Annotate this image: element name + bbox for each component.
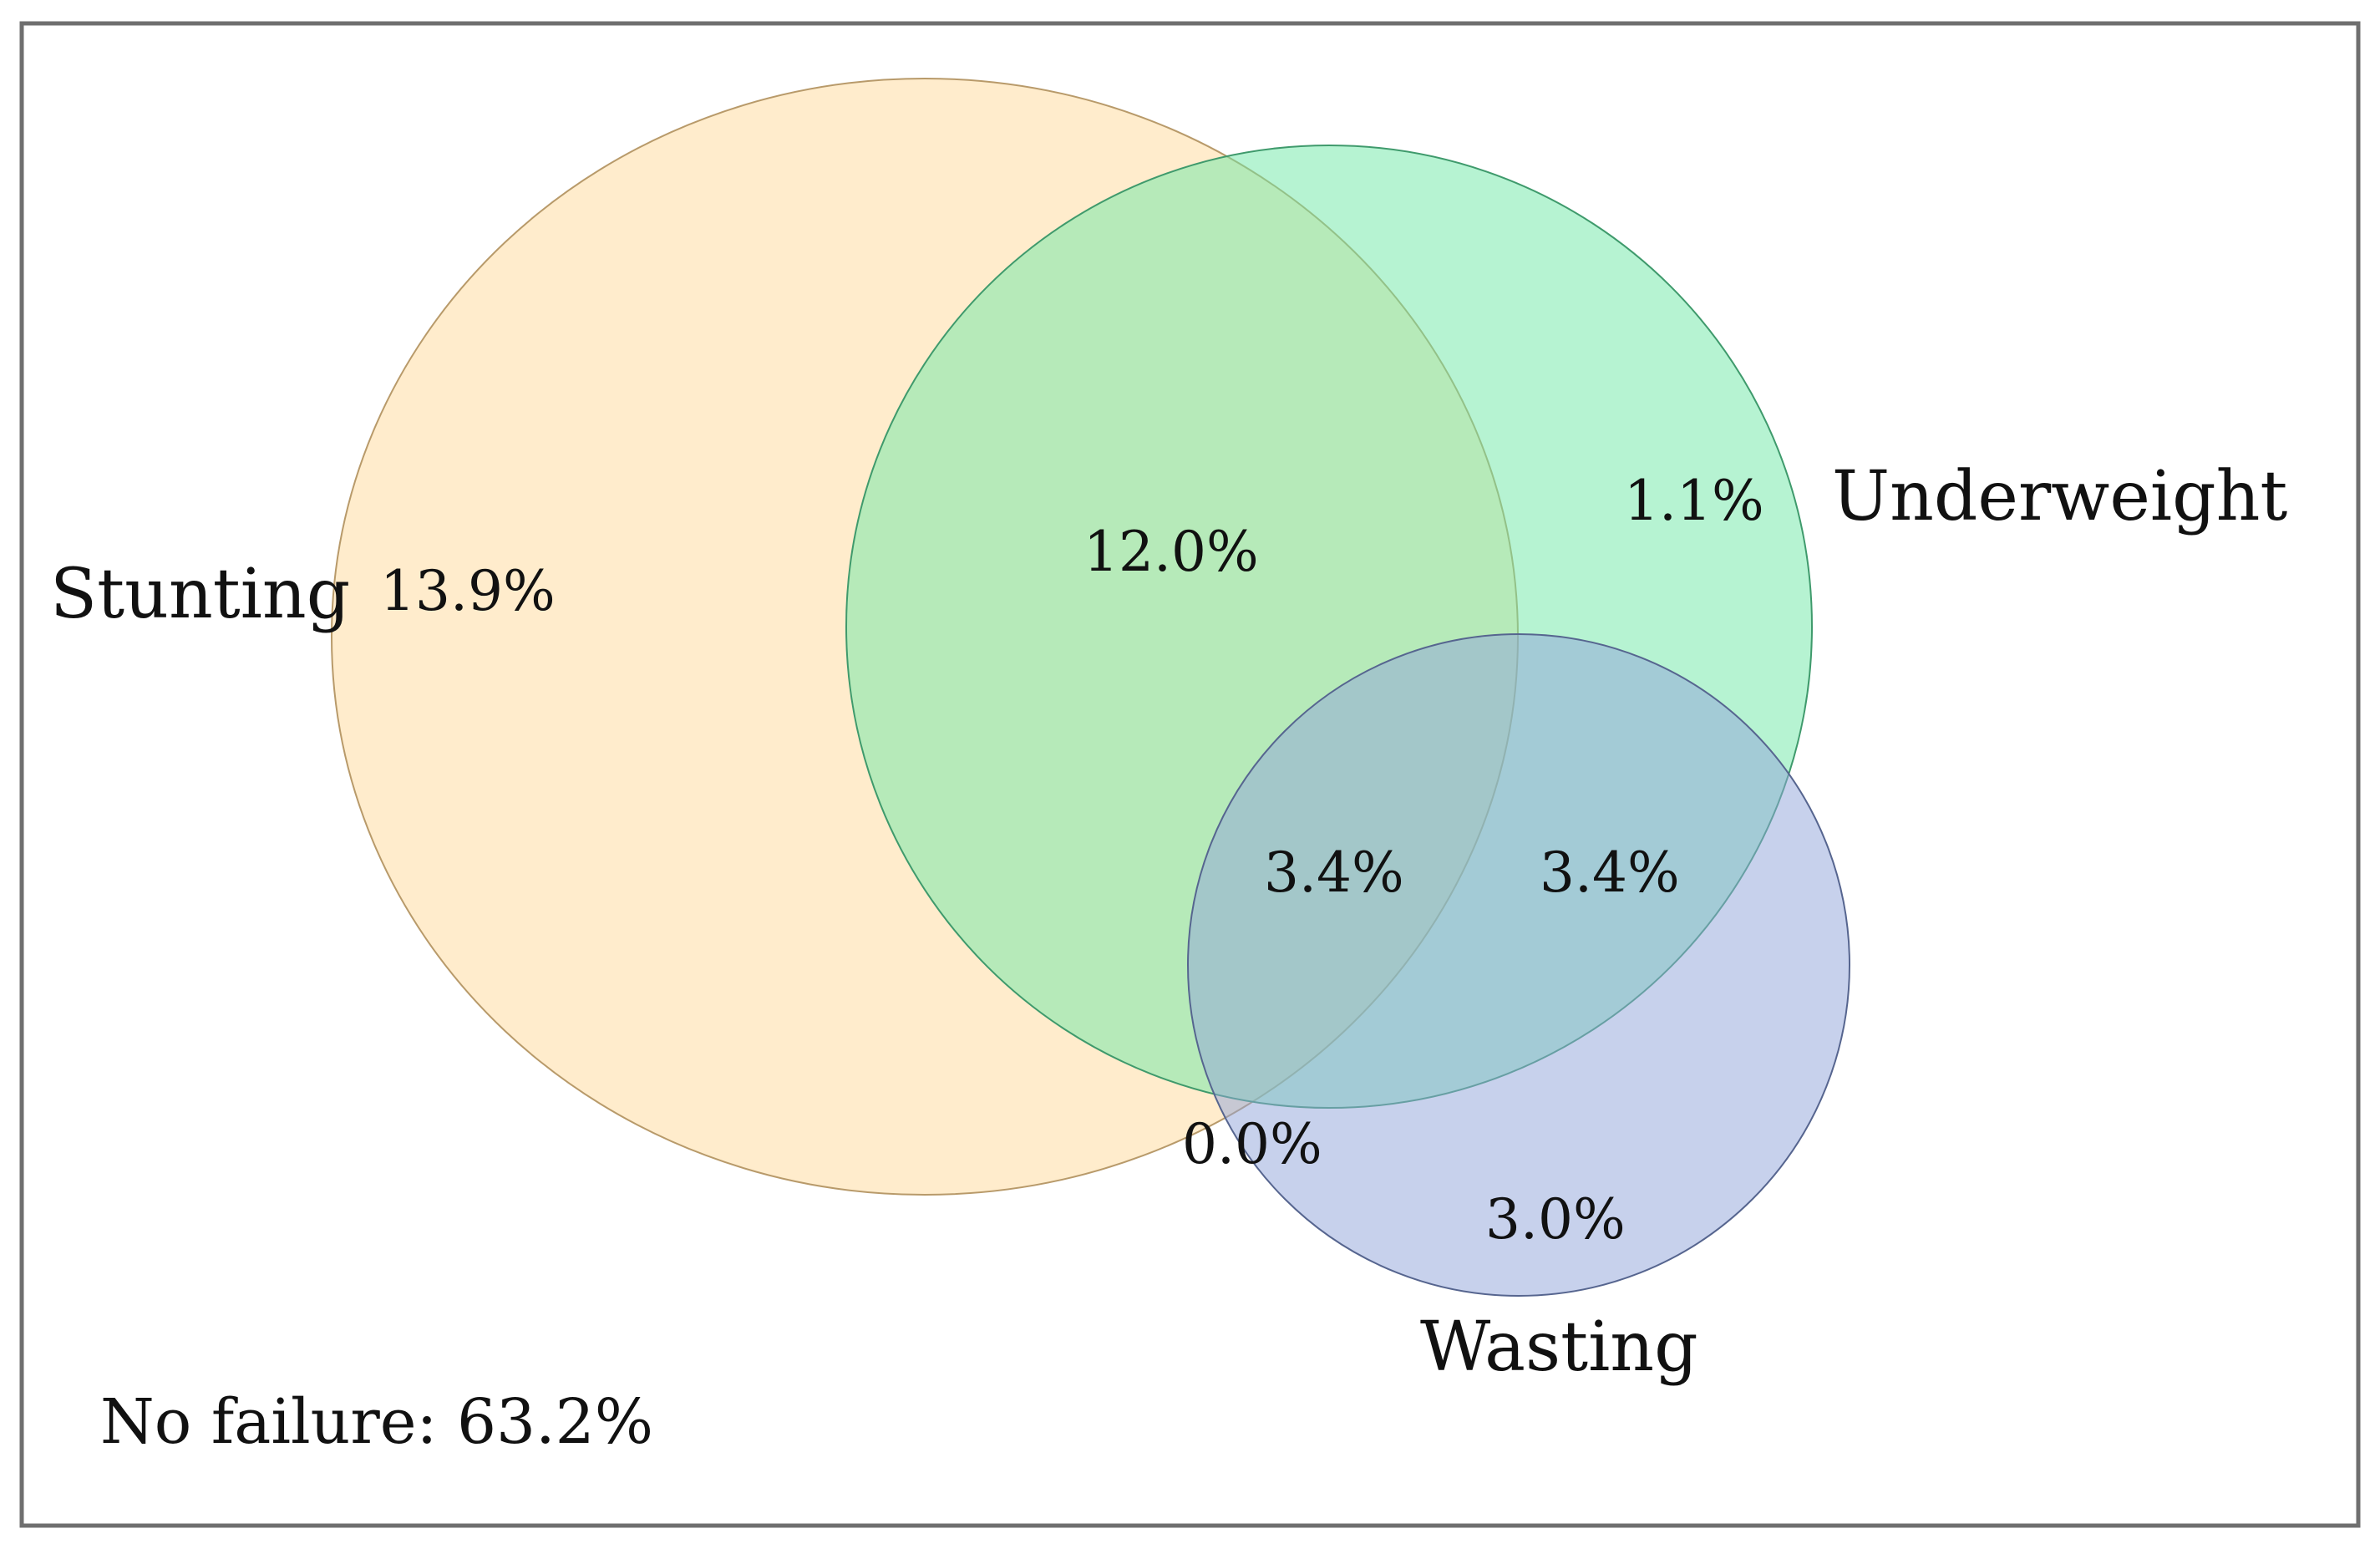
wasting-circle xyxy=(1187,633,1850,1297)
wasting-label: Wasting xyxy=(1420,1308,1698,1387)
region-stunting-wasting: 0.0% xyxy=(1182,1112,1322,1176)
region-stunting-underweight: 12.0% xyxy=(1083,520,1259,584)
stunting-label: Stunting xyxy=(50,555,350,634)
no-failure-label: No failure: 63.2% xyxy=(100,1386,653,1458)
region-wasting-only: 3.0% xyxy=(1485,1187,1626,1252)
region-stunting-only: 13.9% xyxy=(380,559,556,623)
underweight-label: Underweight xyxy=(1832,457,2287,536)
region-underweight-wasting: 3.4% xyxy=(1540,841,1680,905)
region-underweight-only: 1.1% xyxy=(1624,469,1764,533)
region-all-three: 3.4% xyxy=(1264,841,1404,905)
